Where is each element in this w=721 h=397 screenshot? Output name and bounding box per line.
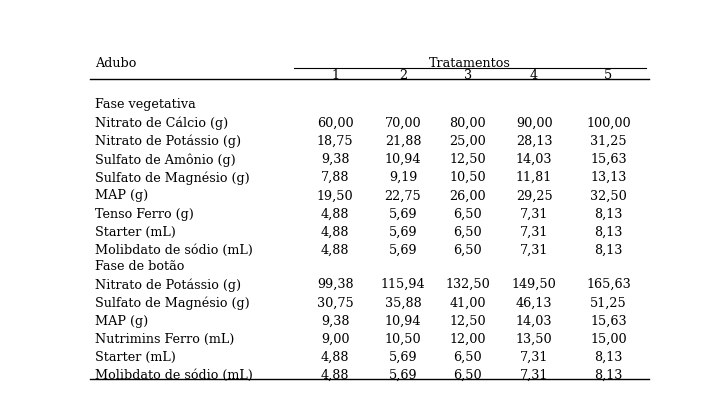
Text: 100,00: 100,00: [586, 117, 631, 130]
Text: 6,50: 6,50: [454, 208, 482, 221]
Text: 8,13: 8,13: [594, 208, 622, 221]
Text: 12,50: 12,50: [450, 314, 486, 328]
Text: 10,50: 10,50: [450, 171, 486, 184]
Text: 28,13: 28,13: [516, 135, 552, 148]
Text: 3: 3: [464, 69, 472, 82]
Text: 12,00: 12,00: [450, 333, 486, 346]
Text: 1: 1: [331, 69, 339, 82]
Text: Sulfato de Magnésio (g): Sulfato de Magnésio (g): [94, 296, 249, 310]
Text: 15,63: 15,63: [590, 314, 627, 328]
Text: Molibdato de sódio (mL): Molibdato de sódio (mL): [94, 244, 252, 257]
Text: 6,50: 6,50: [454, 351, 482, 364]
Text: 80,00: 80,00: [450, 117, 486, 130]
Text: 4: 4: [530, 69, 538, 82]
Text: 9,38: 9,38: [321, 314, 350, 328]
Text: Starter (mL): Starter (mL): [94, 351, 175, 364]
Text: 8,13: 8,13: [594, 369, 622, 382]
Text: 6,50: 6,50: [454, 369, 482, 382]
Text: 30,75: 30,75: [317, 296, 353, 309]
Text: 6,50: 6,50: [454, 244, 482, 257]
Text: Tratamentos: Tratamentos: [429, 57, 511, 70]
Text: 11,81: 11,81: [516, 171, 552, 184]
Text: 22,75: 22,75: [385, 189, 421, 202]
Text: Sulfato de Amônio (g): Sulfato de Amônio (g): [94, 153, 235, 166]
Text: 25,00: 25,00: [449, 135, 486, 148]
Text: 90,00: 90,00: [516, 117, 552, 130]
Text: 18,75: 18,75: [317, 135, 353, 148]
Text: 13,50: 13,50: [516, 333, 552, 346]
Text: 31,25: 31,25: [590, 135, 627, 148]
Text: 10,94: 10,94: [385, 153, 421, 166]
Text: 32,50: 32,50: [590, 189, 627, 202]
Text: 7,31: 7,31: [520, 208, 548, 221]
Text: 9,00: 9,00: [321, 333, 350, 346]
Text: 35,88: 35,88: [385, 296, 421, 309]
Text: 6,50: 6,50: [454, 226, 482, 239]
Text: 13,13: 13,13: [590, 171, 627, 184]
Text: 21,88: 21,88: [385, 135, 421, 148]
Text: Nitrato de Potássio (g): Nitrato de Potássio (g): [94, 135, 241, 148]
Text: 19,50: 19,50: [317, 189, 353, 202]
Text: 7,31: 7,31: [520, 244, 548, 257]
Text: 9,38: 9,38: [321, 153, 350, 166]
Text: Molibdato de sódio (mL): Molibdato de sódio (mL): [94, 369, 252, 382]
Text: 4,88: 4,88: [321, 351, 350, 364]
Text: 8,13: 8,13: [594, 351, 622, 364]
Text: Nutrimins Ferro (mL): Nutrimins Ferro (mL): [94, 333, 234, 346]
Text: Adubo: Adubo: [94, 57, 136, 70]
Text: 15,00: 15,00: [590, 333, 627, 346]
Text: Fase vegetativa: Fase vegetativa: [94, 98, 195, 112]
Text: 5,69: 5,69: [389, 369, 417, 382]
Text: MAP (g): MAP (g): [94, 314, 148, 328]
Text: Starter (mL): Starter (mL): [94, 226, 175, 239]
Text: Tenso Ferro (g): Tenso Ferro (g): [94, 208, 193, 221]
Text: 7,31: 7,31: [520, 369, 548, 382]
Text: Fase de botão: Fase de botão: [94, 260, 184, 273]
Text: 165,63: 165,63: [586, 278, 631, 291]
Text: 8,13: 8,13: [594, 226, 622, 239]
Text: 15,63: 15,63: [590, 153, 627, 166]
Text: 7,31: 7,31: [520, 351, 548, 364]
Text: 4,88: 4,88: [321, 226, 350, 239]
Text: 4,88: 4,88: [321, 369, 350, 382]
Text: 99,38: 99,38: [317, 278, 353, 291]
Text: 5,69: 5,69: [389, 244, 417, 257]
Text: 4,88: 4,88: [321, 244, 350, 257]
Text: 46,13: 46,13: [516, 296, 552, 309]
Text: 132,50: 132,50: [446, 278, 490, 291]
Text: Nitrato de Cálcio (g): Nitrato de Cálcio (g): [94, 117, 228, 130]
Text: 10,50: 10,50: [385, 333, 421, 346]
Text: 60,00: 60,00: [317, 117, 353, 130]
Text: MAP (g): MAP (g): [94, 189, 148, 202]
Text: 26,00: 26,00: [450, 189, 486, 202]
Text: 2: 2: [399, 69, 407, 82]
Text: 29,25: 29,25: [516, 189, 552, 202]
Text: 51,25: 51,25: [590, 296, 627, 309]
Text: Nitrato de Potássio (g): Nitrato de Potássio (g): [94, 278, 241, 292]
Text: 70,00: 70,00: [385, 117, 421, 130]
Text: 8,13: 8,13: [594, 244, 622, 257]
Text: 7,88: 7,88: [321, 171, 350, 184]
Text: 41,00: 41,00: [450, 296, 486, 309]
Text: 5,69: 5,69: [389, 351, 417, 364]
Text: 115,94: 115,94: [381, 278, 425, 291]
Text: 5,69: 5,69: [389, 208, 417, 221]
Text: 4,88: 4,88: [321, 208, 350, 221]
Text: 12,50: 12,50: [450, 153, 486, 166]
Text: 14,03: 14,03: [516, 314, 552, 328]
Text: 14,03: 14,03: [516, 153, 552, 166]
Text: Sulfato de Magnésio (g): Sulfato de Magnésio (g): [94, 171, 249, 185]
Text: 149,50: 149,50: [512, 278, 557, 291]
Text: 9,19: 9,19: [389, 171, 417, 184]
Text: 5: 5: [604, 69, 613, 82]
Text: 5,69: 5,69: [389, 226, 417, 239]
Text: 10,94: 10,94: [385, 314, 421, 328]
Text: 7,31: 7,31: [520, 226, 548, 239]
